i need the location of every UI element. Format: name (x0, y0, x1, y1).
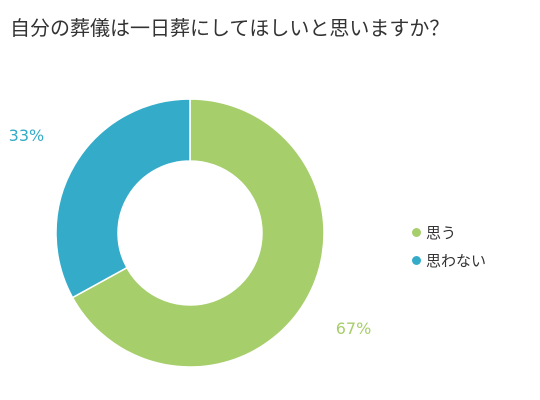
percent-label-omou: 67% (336, 319, 372, 338)
legend-swatch-omowanai (412, 255, 421, 265)
legend-label-omou: 思う (426, 223, 457, 242)
slice-omou[interactable] (71, 98, 325, 368)
legend-item-omou[interactable]: 思う (412, 218, 486, 246)
legend-swatch-omou (412, 227, 421, 237)
legend: 思う 思わない (412, 218, 486, 274)
legend-item-omowanai[interactable]: 思わない (412, 246, 486, 274)
percent-label-omowanai: 33% (9, 126, 45, 145)
legend-label-omowanai: 思わない (426, 251, 487, 270)
chart-title: 自分の葬儀は一日葬にしてほしいと思いますか？ (10, 16, 450, 40)
slice-omowanai[interactable] (55, 98, 191, 299)
